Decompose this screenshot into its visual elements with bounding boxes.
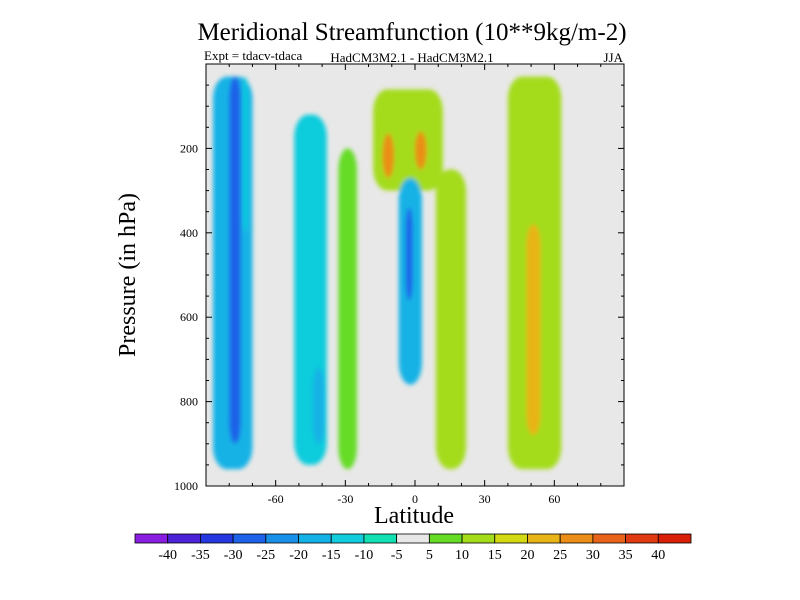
colorbar-swatch: [559, 533, 594, 544]
colorbar-label: -35: [191, 548, 210, 563]
contour-region-pos-band-15N: [435, 169, 467, 470]
x-tick-label: 60: [548, 492, 560, 506]
y-tick-label: 800: [180, 395, 198, 409]
colorbar-label: -30: [224, 548, 243, 563]
colorbar-label: 25: [553, 548, 567, 563]
contour-region-pos-hadley-upper: [373, 89, 443, 191]
contour-region-neg-core-40S: [312, 367, 325, 444]
colorbar-swatch: [363, 533, 398, 544]
colorbar-label: 5: [426, 548, 433, 563]
colorbar-swatch: [330, 533, 365, 544]
colorbar-swatch: [232, 533, 267, 544]
expt-label: Expt = tdacv-tdaca: [204, 48, 303, 63]
colorbar-swatch: [428, 533, 463, 544]
contour-region-pos-core-12S: [382, 133, 395, 178]
y-tick-label: 600: [180, 310, 198, 324]
colorbar-label: -10: [355, 548, 374, 563]
colorbar-label: 35: [619, 548, 633, 563]
colorbar-swatch: [167, 533, 201, 544]
colorbar-swatch: [461, 533, 496, 544]
colorbar-swatch: [265, 533, 299, 544]
colorbar-swatch: [625, 533, 659, 544]
x-axis-label: Latitude: [374, 503, 454, 529]
contour-region-neg-core-80S: [229, 76, 241, 444]
colorbar-label: -20: [289, 548, 308, 563]
colorbar-swatch: [494, 533, 528, 544]
contour-region-pos-core-50N: [526, 224, 541, 436]
y-tick-label: 1000: [174, 479, 198, 493]
contour-region-neg-core-2S: [405, 207, 413, 301]
colorbar-label: 10: [455, 548, 469, 563]
colorbar-swatch: [592, 533, 626, 544]
colorbar-label: 20: [520, 548, 534, 563]
axis-ticks: -60 -30 0 30 60 200 400 600 800 1000: [174, 64, 624, 506]
colorbar-label: -15: [322, 548, 341, 563]
colorbar-swatch: [657, 533, 692, 544]
contour-region-pos-core-2N: [415, 131, 427, 170]
season-label: JJA: [603, 50, 623, 65]
colorbar-swatch: [527, 533, 561, 544]
contour-fills: [212, 76, 562, 470]
colorbar-label: -5: [391, 548, 403, 563]
colorbar-label: 15: [488, 548, 502, 563]
contour-region-pos-band-30S: [338, 148, 357, 470]
y-tick-label: 400: [180, 226, 198, 240]
colorbar-swatch: [200, 533, 234, 544]
x-tick-label: 0: [412, 492, 418, 506]
x-tick-label: -60: [268, 492, 284, 506]
x-tick-label: 30: [479, 492, 491, 506]
chart-title: Meridional Streamfunction (10**9kg/m-2): [197, 19, 626, 46]
colorbar-swatch: [134, 533, 169, 544]
chart-subtitle: HadCM3M2.1 - HadCM3M2.1: [330, 50, 493, 65]
colorbar-swatch: [396, 533, 430, 544]
x-tick-label: -30: [337, 492, 353, 506]
colorbar-swatch: [298, 533, 332, 544]
colorbar-label: 40: [651, 548, 665, 563]
colorbar-label: -25: [256, 548, 275, 563]
y-tick-label: 200: [180, 141, 198, 155]
colorbar-label: 30: [586, 548, 600, 563]
y-axis-label: Pressure (in hPa): [115, 193, 141, 357]
colorbar-label: -40: [158, 548, 177, 563]
contour-region-neg-streak-73S: [243, 76, 248, 233]
colorbar: -40 -35 -30 -25 -20 -15 -10 -5 5 10 15 20 25 30 35 40: [134, 533, 692, 563]
